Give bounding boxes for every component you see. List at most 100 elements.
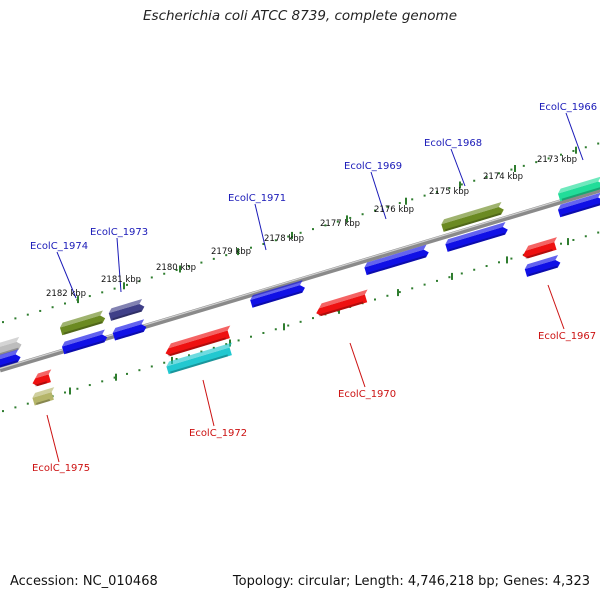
gene-shadow — [65, 340, 105, 354]
gene-block-green — [557, 176, 600, 202]
gene-front-face — [557, 197, 600, 218]
gene-top-face — [318, 289, 368, 309]
gene-leader-line — [349, 342, 366, 388]
map-title: Escherichia coli ATCC 8739, complete gen… — [143, 8, 457, 24]
gene-top-face — [108, 298, 143, 314]
gene-label-g1972: EcolC_1972 — [189, 428, 247, 439]
gene-shadow — [561, 203, 600, 217]
kbp-label: 2179 kbp — [211, 247, 251, 257]
gene-shadow — [253, 290, 303, 308]
gene-leader-line — [450, 148, 466, 187]
gene-front-face — [166, 347, 232, 375]
gene-front-face — [32, 374, 51, 387]
gene-front-face — [364, 249, 429, 276]
gene-front-face — [59, 315, 106, 336]
kbp-label: 2182 kbp — [46, 289, 86, 299]
gene-block-cyan — [166, 342, 233, 375]
gene-front-face — [0, 354, 21, 369]
gene-block-blue — [364, 244, 429, 276]
gene-shadow — [170, 354, 229, 374]
accession-text: Accession: NC_010468 — [10, 574, 158, 589]
gene-top-face — [59, 310, 103, 328]
gene-shadow — [63, 321, 103, 335]
gene-shadow — [0, 347, 19, 357]
gene-label-g1969: EcolC_1969 — [344, 161, 402, 172]
gene-front-face — [316, 294, 368, 316]
gene-block-blue — [0, 349, 21, 369]
gene-block-blue — [112, 319, 147, 341]
gene-block-red — [316, 289, 368, 317]
kbp-label: 2176 kbp — [374, 205, 414, 215]
gene-label-g1974: EcolC_1974 — [30, 241, 88, 252]
gene-shadow — [318, 301, 364, 317]
gene-top-face — [0, 336, 20, 350]
kbp-label: 2173 kbp — [537, 155, 577, 165]
gene-shadow — [35, 381, 48, 387]
genome-info-text: Topology: circular; Length: 4,746,218 bp… — [232, 574, 590, 589]
gene-leader-line — [565, 112, 584, 161]
gene-block-red — [522, 237, 557, 259]
gene-shadow — [444, 212, 502, 232]
gene-block-blue — [557, 192, 600, 218]
gene-shadow — [116, 330, 144, 340]
gene-front-face — [108, 303, 145, 321]
gene-top-face — [250, 280, 303, 301]
kbp-label: 2177 kbp — [320, 219, 360, 229]
gene-label-g1970: EcolC_1970 — [338, 389, 396, 400]
gene-top-face — [557, 192, 600, 210]
gene-leader-line — [202, 379, 215, 427]
gene-block-blue — [524, 254, 561, 277]
gene-shadow — [561, 187, 600, 201]
gene-label-g1966: EcolC_1966 — [539, 102, 597, 113]
gene-leader-line — [254, 203, 267, 251]
gene-shadow — [528, 265, 558, 277]
gene-front-face — [61, 334, 108, 355]
kbp-label: 2180 kbp — [156, 263, 196, 273]
gene-block-blue — [445, 221, 508, 252]
kbp-label: 2178 kbp — [264, 234, 304, 244]
gene-top-face — [445, 221, 506, 245]
gene-front-face — [32, 392, 54, 406]
gene-label-g1967: EcolC_1967 — [538, 331, 596, 342]
gene-shadow — [368, 255, 427, 275]
gene-front-face — [445, 226, 508, 252]
gene-top-face — [364, 244, 427, 268]
gene-block-olive — [441, 201, 504, 232]
kbp-scale-labels: 2182 kbp 2181 kbp 2180 kbp 2179 kbp 2178 kbp… — [46, 155, 577, 299]
gene-leader-line — [547, 284, 565, 330]
gene-block-gray — [0, 336, 22, 357]
gene-top-face — [557, 176, 600, 194]
gene-shadow — [0, 360, 18, 368]
gene-block-blue — [250, 280, 305, 308]
gene-top-face — [112, 319, 145, 333]
gene-front-face — [522, 242, 557, 259]
gene-shadow — [168, 337, 227, 357]
gene-shadow — [448, 232, 506, 252]
gene-block-khaki — [32, 387, 55, 406]
gene-leader-line — [56, 251, 77, 299]
gene-shadow — [112, 309, 142, 321]
gene-front-face — [165, 330, 230, 356]
gene-top-face — [61, 329, 105, 347]
gene-block-blue — [61, 329, 108, 355]
gene-front-face — [524, 259, 561, 277]
gene-shadow — [525, 249, 553, 259]
gene-block-red — [32, 369, 52, 387]
gene-shadow — [36, 399, 51, 405]
gene-label-g1973: EcolC_1973 — [90, 227, 148, 238]
gene-leader-line — [46, 414, 60, 463]
upper-tick-track — [2, 142, 600, 324]
kbp-label: 2174 kbp — [483, 172, 523, 182]
gene-front-face — [112, 324, 147, 341]
gene-label-g1968: EcolC_1968 — [424, 138, 482, 149]
gene-block-red — [165, 325, 231, 357]
gene-features — [0, 176, 600, 406]
gene-front-face — [250, 285, 305, 308]
kbp-label: 2181 kbp — [101, 275, 141, 285]
gene-top-face — [441, 201, 502, 225]
gene-top-face — [166, 342, 233, 367]
gene-top-face — [35, 369, 52, 379]
gene-label-g1975: EcolC_1975 — [32, 463, 90, 474]
